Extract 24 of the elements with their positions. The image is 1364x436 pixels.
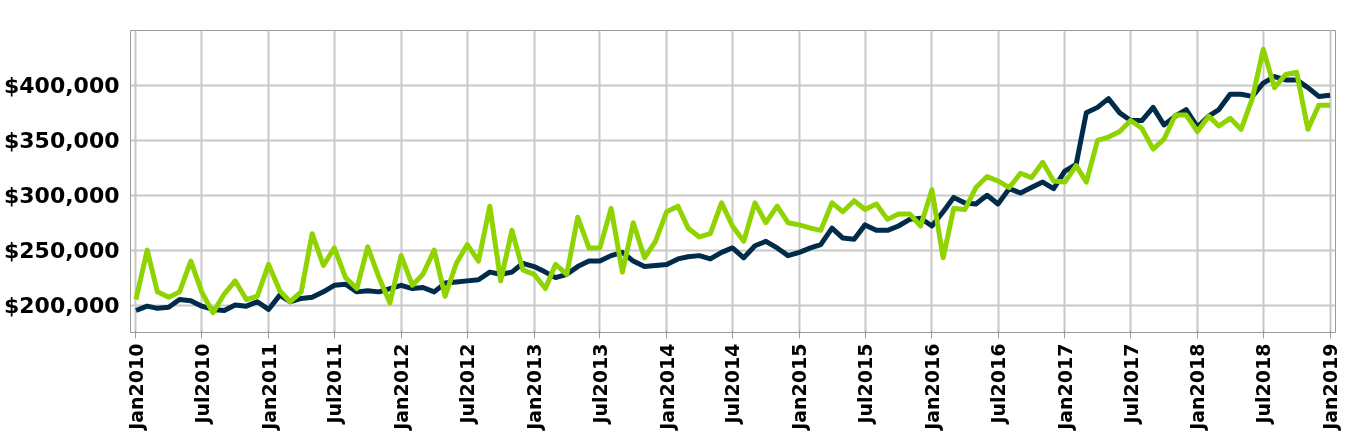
x-tick-label: Jul2012 [456, 343, 479, 426]
x-tick-label: Jan2019 [1319, 343, 1342, 432]
x-tick-label: Jul2014 [721, 343, 744, 426]
y-tick-label: $300,000 [3, 182, 120, 208]
x-tick-label: Jan2017 [1053, 343, 1076, 432]
x-tick-label: Jan2015 [788, 343, 811, 432]
x-tick-label: Jul2016 [987, 343, 1010, 426]
y-tick-label: $200,000 [3, 292, 120, 318]
x-tick-label: Jan2016 [920, 343, 943, 432]
x-tick-label: Jan2012 [390, 343, 413, 432]
x-tick-label: Jan2014 [655, 343, 678, 432]
x-tick-label: Jan2010 [124, 343, 147, 432]
x-tick-label: Jan2011 [257, 343, 280, 432]
y-tick-label: $400,000 [3, 72, 120, 98]
x-tick-label: Jul2018 [1252, 343, 1275, 426]
x-tick-label: Jan2018 [1186, 343, 1209, 432]
x-tick-label: Jul2017 [1119, 343, 1142, 426]
x-tick-label: Jul2010 [190, 343, 213, 426]
x-tick-label: Jul2013 [588, 343, 611, 426]
y-tick-label: $250,000 [3, 237, 120, 263]
x-tick-label: Jul2015 [854, 343, 877, 426]
x-tick-label: Jan2013 [523, 343, 546, 432]
x-tick-label: Jul2011 [323, 343, 346, 426]
y-tick-label: $350,000 [3, 127, 120, 153]
